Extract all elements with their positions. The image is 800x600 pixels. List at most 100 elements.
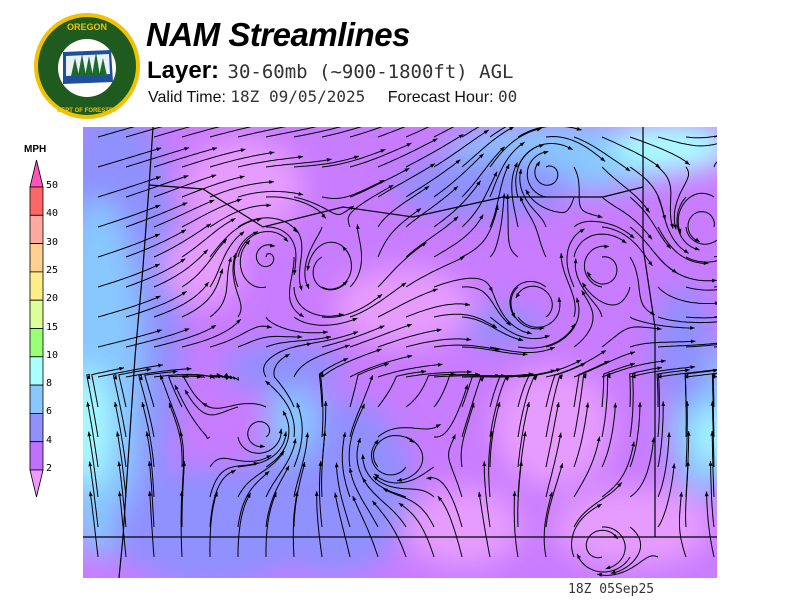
streamline (125, 368, 192, 378)
layer-label: Layer: (147, 57, 220, 84)
streamline-arrowhead (119, 366, 125, 371)
streamline (461, 316, 524, 341)
streamline (334, 492, 351, 558)
streamline-arrowhead (138, 375, 143, 381)
streamline-arrowhead (306, 265, 311, 271)
colorbar-label: 2 (46, 463, 53, 474)
streamline (519, 196, 547, 258)
streamline-arrowhead (212, 147, 218, 151)
streamline (209, 325, 272, 348)
streamline-arrowhead (558, 374, 563, 380)
streamline-arrowhead (239, 175, 245, 180)
streamline (685, 286, 717, 291)
streamline (489, 141, 525, 198)
streamline-arrowhead (184, 389, 189, 395)
streamline-arrowhead (538, 144, 544, 148)
streamline-arrowhead (437, 362, 443, 367)
streamline-arrowhead (266, 455, 272, 460)
streamline (239, 239, 267, 288)
streamline (573, 436, 601, 498)
streamline-arrowhead (326, 335, 332, 340)
shading-region (653, 287, 713, 407)
streamline (349, 323, 413, 348)
streamline-arrowhead (496, 401, 501, 407)
streamline (597, 555, 659, 576)
streamline-arrowhead (645, 207, 650, 213)
streamline-arrowhead (597, 572, 602, 577)
streamline (483, 461, 491, 528)
streamline (209, 374, 228, 379)
streamline-arrowhead (219, 268, 224, 274)
streamline-arrowhead (146, 367, 152, 372)
streamline (586, 256, 618, 285)
streamline-arrowhead (458, 134, 464, 139)
streamline (184, 389, 239, 416)
streamline-arrowhead (435, 424, 441, 429)
streamline-arrowhead (292, 269, 297, 275)
streamline-arrowhead (512, 491, 517, 496)
shading-region (268, 372, 318, 462)
streamline-arrowhead (388, 185, 394, 190)
streamline-arrowhead (573, 258, 578, 264)
streamline (293, 127, 342, 138)
streamline (372, 475, 435, 498)
streamline (515, 144, 545, 198)
shading-region (493, 367, 613, 487)
colorbar-label: 4 (46, 434, 53, 446)
streamline (349, 363, 390, 408)
streamline-arrowhead (334, 462, 339, 468)
streamline (209, 256, 232, 318)
streamline-arrowhead (172, 369, 178, 374)
streamline-arrowhead (181, 291, 187, 296)
streamline (289, 257, 305, 318)
streamline-arrowhead (483, 130, 489, 135)
streamline (362, 477, 407, 528)
streamline (153, 199, 215, 228)
streamline (377, 208, 422, 258)
streamline-arrowhead (298, 191, 304, 196)
streamline (377, 363, 443, 378)
streamline (461, 376, 484, 438)
streamline-arrowhead (186, 367, 192, 371)
streamline-arrowhead (321, 213, 326, 219)
streamline (125, 147, 190, 168)
streamline (347, 184, 394, 228)
streamline (349, 142, 412, 168)
colorbar-swatches (29, 159, 44, 498)
streamline (526, 151, 549, 198)
streamline (545, 432, 562, 498)
streamline-arrowhead (684, 373, 689, 379)
colorbar-swatch (29, 384, 44, 414)
streamline (685, 226, 717, 245)
streamline-arrowhead (211, 325, 217, 330)
streamline (657, 373, 662, 438)
streamline-arrowhead (617, 482, 622, 488)
streamline-arrowhead (613, 534, 618, 539)
streamline-arrowhead (631, 373, 636, 379)
streamline (237, 335, 303, 348)
streamline-arrowhead (232, 253, 237, 258)
streamline-arrowhead (604, 360, 610, 365)
streamline (148, 461, 155, 528)
streamline (125, 229, 187, 258)
streamline (125, 290, 187, 318)
streamline-arrowhead (477, 491, 482, 497)
streamline (237, 127, 286, 138)
streamline-arrowhead (86, 374, 91, 380)
streamline (433, 129, 489, 168)
streamline-arrowhead (637, 402, 642, 407)
streamline-arrowhead (298, 312, 304, 317)
streamline (507, 194, 519, 258)
streamline-arrowhead (613, 402, 618, 408)
streamline-arrowhead (314, 491, 319, 496)
colorbar-label: 50 (46, 180, 59, 191)
streamline-arrowhead (685, 401, 690, 406)
streamline (448, 434, 463, 498)
streamline-arrowhead (684, 160, 690, 165)
streamline (138, 374, 155, 438)
streamline-arrowhead (587, 271, 592, 277)
streamline (461, 146, 505, 198)
streamline-arrowhead (549, 491, 553, 497)
streamline-arrowhead (141, 402, 146, 408)
streamline-arrowhead (353, 155, 359, 160)
